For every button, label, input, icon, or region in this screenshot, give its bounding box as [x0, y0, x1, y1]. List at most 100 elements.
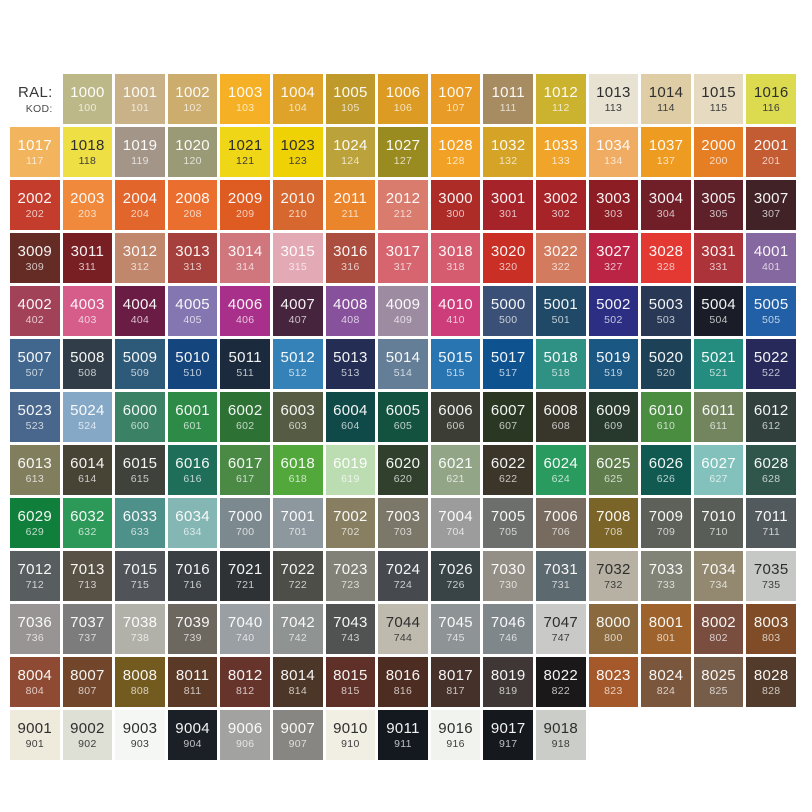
ral-number: 7013 — [70, 560, 105, 578]
kod-number: 736 — [25, 632, 44, 645]
swatch-ral-8025: 8025 825 — [693, 657, 744, 707]
ral-number: 3003 — [596, 189, 631, 207]
ral-number: 2011 — [333, 189, 368, 207]
kod-number: 618 — [288, 473, 307, 486]
ral-number: 3028 — [648, 242, 684, 260]
swatch-ral-3001: 3001 301 — [483, 180, 533, 230]
swatch-ral-8014: 8014 814 — [272, 657, 323, 707]
swatch-ral-8022: 8022 822 — [535, 657, 586, 707]
kod-number: 626 — [656, 473, 676, 486]
kod-number: 621 — [446, 473, 465, 486]
kod-number: 524 — [78, 420, 97, 433]
kod-number: 603 — [288, 420, 307, 433]
swatch-ral-6017: 6017 617 — [220, 445, 270, 495]
ral-number: 3005 — [701, 189, 736, 207]
grid-header-cell: RAL: KOD: — [10, 74, 60, 124]
ral-number: 9006 — [227, 719, 263, 737]
swatch-ral-7044: 7044 744 — [378, 604, 428, 654]
ral-number: 1021 — [227, 136, 263, 154]
swatch-ral-5010: 5010 510 — [167, 339, 218, 389]
ral-number: 7035 — [753, 560, 789, 578]
ral-number: 9010 — [333, 719, 368, 737]
ral-number: 7016 — [175, 560, 210, 578]
ral-number: 1007 — [438, 83, 473, 101]
ral-number: 7039 — [175, 613, 210, 631]
swatch-ral-1034: 1034 134 — [588, 127, 639, 177]
kod-number: 724 — [393, 579, 413, 592]
swatch-ral-6033: 6033 633 — [115, 498, 165, 548]
ral-number: 1023 — [280, 136, 316, 154]
swatch-ral-6027: 6027 627 — [693, 445, 744, 495]
ral-number: 1024 — [333, 136, 368, 154]
kod-number: 702 — [341, 526, 360, 539]
swatch-ral-7038: 7038 738 — [115, 604, 165, 654]
kod-number: 747 — [551, 632, 570, 645]
kod-number: 708 — [604, 526, 623, 539]
ral-number: 1011 — [491, 83, 525, 101]
kod-number: 745 — [446, 632, 465, 645]
kod-number: 811 — [183, 685, 202, 698]
swatch-ral-8008: 8008 808 — [115, 657, 165, 707]
swatch-ral-9001: 9001 901 — [10, 710, 60, 760]
swatch-ral-1005: 1005 105 — [325, 74, 376, 124]
swatch-ral-6026: 6026 626 — [641, 445, 691, 495]
ral-number: 7000 — [227, 507, 263, 525]
swatch-ral-7024: 7024 724 — [378, 551, 428, 601]
kod-number: 910 — [341, 738, 360, 751]
swatch-ral-1027: 1027 127 — [378, 127, 428, 177]
ral-number: 4004 — [122, 295, 158, 313]
swatch-ral-1017: 1017 117 — [10, 127, 60, 177]
swatch-ral-3028: 3028 328 — [641, 233, 691, 283]
kod-number: 313 — [183, 261, 202, 274]
kod-number: 105 — [341, 102, 360, 115]
swatch-ral-4002: 4002 402 — [10, 286, 60, 336]
ral-number: 9002 — [70, 719, 105, 737]
ral-number: 8019 — [490, 666, 526, 684]
kod-number: 730 — [498, 579, 518, 592]
kod-number: 721 — [235, 579, 255, 592]
kod-number: 209 — [235, 208, 255, 221]
ral-number: 3020 — [490, 242, 526, 260]
kod-number: 305 — [709, 208, 728, 221]
ral-number: 7026 — [438, 560, 473, 578]
kod-number: 800 — [604, 632, 623, 645]
swatch-ral-7033: 7033 733 — [641, 551, 691, 601]
ral-number: 1020 — [175, 136, 210, 154]
kod-number: 711 — [762, 526, 780, 539]
swatch-ral-1006: 1006 106 — [378, 74, 428, 124]
swatch-ral-9006: 9006 906 — [220, 710, 270, 760]
ral-number: 8025 — [701, 666, 736, 684]
kod-number: 902 — [78, 738, 97, 751]
kod-number: 304 — [656, 208, 676, 221]
kod-number: 511 — [236, 367, 254, 380]
kod-number: 600 — [130, 420, 150, 433]
kod-number: 613 — [25, 473, 44, 486]
swatch-ral-7037: 7037 737 — [62, 604, 113, 654]
swatch-ral-5018: 5018 518 — [535, 339, 586, 389]
swatch-ral-8017: 8017 817 — [430, 657, 481, 707]
kod-number: 520 — [656, 367, 676, 380]
kod-number: 100 — [78, 102, 97, 115]
ral-number: 6027 — [701, 454, 736, 472]
ral-number: 7004 — [438, 507, 473, 525]
ral-number: 6017 — [227, 454, 263, 472]
swatch-ral-6000: 6000 600 — [115, 392, 165, 442]
kod-number: 629 — [25, 526, 44, 539]
kod-number: 812 — [235, 685, 255, 698]
swatch-ral-9004: 9004 904 — [167, 710, 218, 760]
swatch-ral-2002: 2002 202 — [10, 180, 60, 230]
swatch-ral-1012: 1012 112 — [535, 74, 586, 124]
ral-number: 6034 — [175, 507, 210, 525]
ral-number: 9018 — [543, 719, 579, 737]
swatch-ral-1020: 1020 120 — [167, 127, 218, 177]
kod-number: 123 — [288, 155, 307, 168]
kod-number: 404 — [130, 314, 150, 327]
kod-number: 817 — [446, 685, 465, 698]
swatch-ral-2010: 2010 210 — [272, 180, 323, 230]
swatch-ral-7009: 7009 709 — [641, 498, 691, 548]
kod-number: 734 — [709, 579, 728, 592]
ral-number: 3000 — [438, 189, 473, 207]
kod-number: 202 — [25, 208, 44, 221]
swatch-ral-3022: 3022 322 — [535, 233, 586, 283]
swatch-ral-2009: 2009 209 — [220, 180, 270, 230]
